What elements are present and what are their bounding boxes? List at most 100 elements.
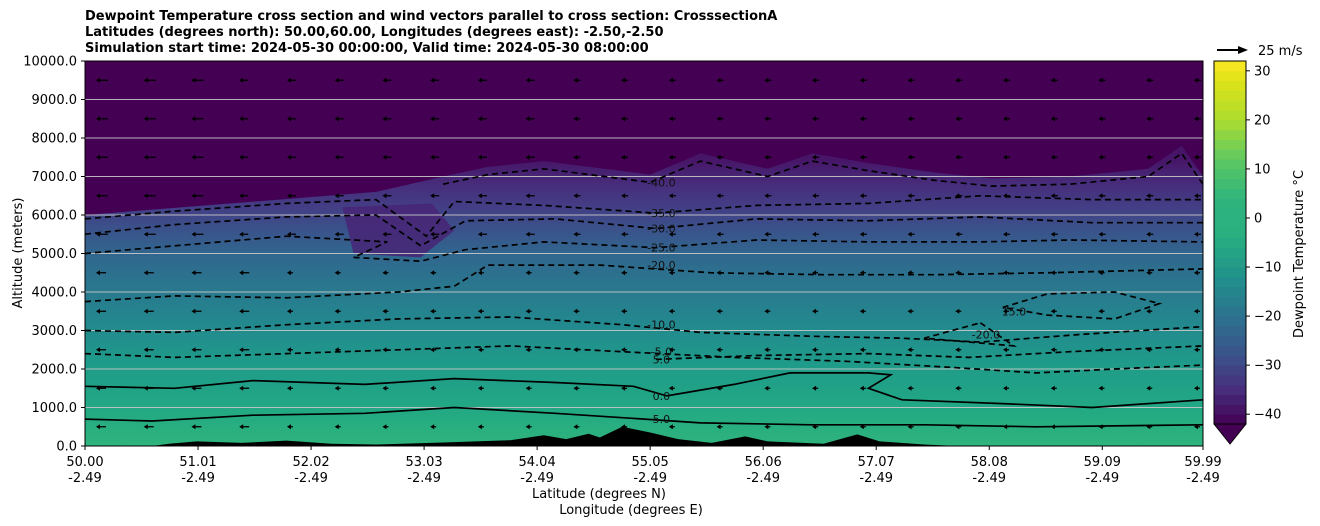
wind-vector-head <box>1098 424 1103 430</box>
colorbar-extend-outline <box>1213 423 1247 445</box>
y-tick-label: 1000.0 <box>32 401 78 416</box>
colorbar-band <box>1214 325 1246 337</box>
contour-line <box>85 194 1203 238</box>
chart-title-line-1: Dewpoint Temperature cross section and w… <box>85 9 778 24</box>
y-axis: 0.0 1000.0 2000.0 3000.0 4000.0 5000.0 6000.0 7… <box>23 55 85 455</box>
colorbar-band <box>1214 139 1246 150</box>
wind-vector-head <box>1194 193 1198 199</box>
contour-label: 5.0 <box>653 353 671 366</box>
colorbar-band <box>1214 247 1246 258</box>
colorbar-band <box>1214 61 1246 72</box>
wind-vector-head <box>477 116 482 122</box>
plot-area: 5.00.0-5.05.0-10.0-20.015.0-20.0-25.0-30… <box>85 61 1203 446</box>
colorbar-band <box>1214 345 1246 356</box>
wind-vector-head <box>955 154 960 160</box>
colorbar-tick-label: 0 <box>1254 211 1262 226</box>
wind-vector-head <box>1003 270 1008 276</box>
wind-vector-head <box>382 385 387 391</box>
contour-line <box>85 214 1203 247</box>
x-tick-label-lon: -2.49 <box>407 471 441 486</box>
wind-vector-head <box>716 231 721 237</box>
wind-vector-head <box>96 270 100 276</box>
wind-vector-head <box>191 308 196 314</box>
wind-vector-head <box>286 424 291 430</box>
wind-vector-head <box>1050 385 1055 391</box>
wind-vector-head <box>1003 347 1008 353</box>
wind-vector-head <box>1146 154 1151 160</box>
wind-vector-head <box>955 424 960 430</box>
x-tick-label-lat: 56.06 <box>745 455 782 470</box>
wind-vector-head <box>1194 270 1198 276</box>
contour-line <box>85 406 1203 428</box>
colorbar-band <box>1214 159 1246 170</box>
wind-vector-head <box>430 270 435 276</box>
wind-vector-head <box>382 116 387 122</box>
wind-vector-head <box>907 308 912 314</box>
contour-label: 15.0 <box>1002 305 1027 318</box>
y-tick-label: 0.0 <box>56 440 77 455</box>
wind-vector-head <box>477 424 482 430</box>
x-tick-label-lon: -2.49 <box>859 471 893 486</box>
wind-vector-head <box>1050 193 1055 199</box>
wind-vector-head <box>334 308 339 314</box>
wind-vector-head <box>239 308 244 314</box>
wind-vector-head <box>382 77 387 83</box>
contour-line <box>924 321 1018 348</box>
wind-vectors <box>96 77 1201 430</box>
wind-vector-head <box>1194 424 1198 430</box>
wind-vector-head <box>96 116 100 122</box>
wind-vector-head <box>573 424 578 430</box>
y-tick-label: 7000.0 <box>32 170 78 185</box>
quiver-key-arrow-head <box>1238 46 1248 54</box>
colorbar-band <box>1214 267 1246 278</box>
wind-vector-head <box>764 308 769 314</box>
x-tick-label-lat: 58.08 <box>971 455 1008 470</box>
x-tick-label-lon: -2.49 <box>520 471 554 486</box>
wind-vector-head <box>525 308 530 314</box>
wind-vector-head <box>573 193 578 199</box>
wind-vector-head <box>525 347 530 353</box>
wind-vector-head <box>716 424 721 430</box>
wind-vector-head <box>1098 77 1103 83</box>
wind-vector-head <box>668 347 673 353</box>
contour-line <box>85 264 1203 303</box>
wind-vector-head <box>859 116 864 122</box>
wind-vector-head <box>96 424 100 430</box>
colorbar-band <box>1214 110 1246 121</box>
wind-vector-head <box>764 424 769 430</box>
wind-vector-head <box>1050 231 1055 237</box>
wind-vector-head <box>907 193 912 199</box>
dry-trough <box>342 203 455 258</box>
colorbar-extend-min <box>1214 424 1246 444</box>
wind-vector-head <box>143 424 148 430</box>
wind-vector-head <box>239 116 244 122</box>
contour-label: -5.0 <box>651 346 672 359</box>
wind-vector-head <box>1146 116 1151 122</box>
wind-vector-head <box>764 116 769 122</box>
wind-vector-head <box>477 308 482 314</box>
contour-label: -20.0 <box>972 328 1000 341</box>
wind-vector-head <box>286 116 291 122</box>
wind-vector-head <box>96 154 100 160</box>
colorbar-band <box>1214 286 1246 297</box>
grid-lines <box>85 61 1203 408</box>
wind-vector-head <box>96 193 100 199</box>
wind-vector-head <box>1098 385 1103 391</box>
colorbar-band <box>1214 306 1246 317</box>
wind-vector-head <box>621 385 626 391</box>
wind-vector-head <box>1098 347 1103 353</box>
colorbar-band <box>1214 276 1246 288</box>
wind-vector-head <box>1050 424 1055 430</box>
wind-vector-head <box>907 116 912 122</box>
wind-vector-head <box>334 424 339 430</box>
wind-vector-head <box>668 77 673 83</box>
colorbar-band <box>1214 70 1246 82</box>
wind-vector-head <box>334 231 339 237</box>
wind-vector-head <box>1146 193 1151 199</box>
wind-vector-head <box>573 77 578 83</box>
colorbar-band <box>1214 355 1246 366</box>
colorbar-band <box>1214 80 1246 91</box>
wind-vector-head <box>668 154 673 160</box>
x-tick-label-lat: 51.01 <box>179 455 216 470</box>
wind-vector-head <box>812 231 817 237</box>
